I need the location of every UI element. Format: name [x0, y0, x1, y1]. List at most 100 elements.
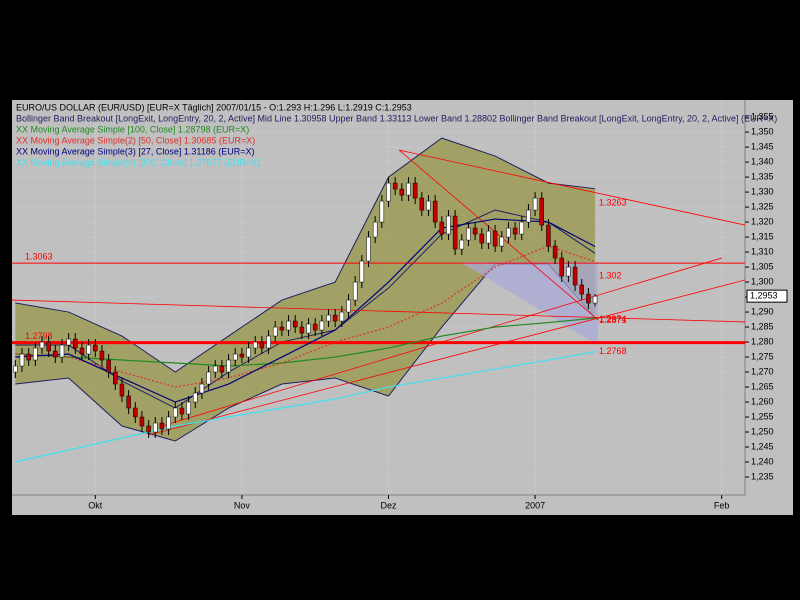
- last-price-box: [746, 289, 788, 303]
- candle-body: [113, 371, 118, 385]
- candle-body: [412, 182, 418, 199]
- candle-body: [372, 221, 378, 238]
- candle-body: [432, 200, 438, 223]
- candle-body: [366, 236, 371, 262]
- candle-body: [566, 266, 571, 277]
- candle-body: [126, 395, 131, 409]
- candle-body: [539, 197, 545, 226]
- candle-body: [99, 350, 105, 361]
- y-tick-label: 1,325: [751, 201, 774, 211]
- candle-body: [119, 383, 125, 397]
- y-tick-label: 1,335: [751, 171, 774, 181]
- candle-body: [66, 338, 71, 346]
- candle-body: [439, 221, 445, 235]
- ma-line: [15, 351, 596, 463]
- trendline: [11, 299, 746, 323]
- candle-body: [26, 353, 31, 361]
- ma-line: [15, 317, 596, 367]
- candle-body: [446, 215, 451, 235]
- candle-body: [552, 245, 558, 259]
- y-tick-label: 1,350: [751, 126, 774, 136]
- candle-body: [193, 392, 198, 403]
- candle-body: [206, 371, 211, 385]
- candle-body: [159, 422, 165, 430]
- candle-body: [339, 311, 345, 322]
- candle-body: [226, 359, 231, 373]
- title: EURO/US DOLLAR (EUR/USD) [EUR=X Täglich]…: [16, 102, 412, 112]
- candle-body: [173, 407, 178, 418]
- legend-entry: XX Moving Average Simple(3) [27, Close] …: [16, 146, 255, 156]
- candle-body: [266, 335, 271, 349]
- candle-body: [59, 344, 65, 358]
- candle-body: [179, 407, 185, 415]
- candle-body: [252, 341, 258, 349]
- y-tick-label: 1,260: [751, 396, 774, 406]
- candle-body: [199, 383, 205, 394]
- trendline: [398, 149, 599, 321]
- y-tick-label: 1,235: [751, 471, 774, 481]
- candle-body: [406, 182, 411, 196]
- candle-body: [53, 350, 58, 358]
- candle-body: [133, 407, 138, 418]
- level-label: 1.3063: [25, 252, 53, 262]
- candle-body: [93, 344, 98, 352]
- last-price-label: 1,2953: [750, 291, 778, 301]
- y-tick-label: 1,310: [751, 246, 774, 256]
- candle-body: [326, 314, 331, 322]
- candle-body: [452, 215, 458, 250]
- candle-body: [466, 227, 471, 241]
- y-tick-label: 1,270: [751, 366, 774, 376]
- candle-body: [153, 422, 158, 433]
- candle-body: [139, 416, 145, 427]
- candle-body: [479, 233, 485, 244]
- candle-body: [239, 353, 245, 358]
- y-tick-label: 1,265: [751, 381, 774, 391]
- y-tick-label: 1,320: [751, 216, 774, 226]
- candle-body: [39, 341, 45, 349]
- level-label: 1.2798: [25, 331, 53, 341]
- candle-body: [19, 353, 25, 367]
- candle-body: [219, 365, 225, 373]
- candle-body: [86, 344, 91, 355]
- band-line: [15, 137, 596, 373]
- candle-body: [586, 293, 591, 304]
- candle-body: [246, 347, 251, 358]
- price-label: 1.2871: [599, 315, 627, 325]
- y-tick-label: 1,300: [751, 276, 774, 286]
- candle-body: [359, 260, 365, 283]
- candle-body: [486, 230, 491, 244]
- candle-body: [572, 266, 578, 286]
- candle-body: [319, 320, 325, 331]
- candle-body: [13, 365, 18, 373]
- candle-body: [346, 299, 351, 313]
- candle-body: [279, 326, 285, 331]
- candle-body: [79, 347, 85, 355]
- x-axis-strip: [12, 495, 745, 515]
- candle-body: [146, 425, 151, 433]
- candle-body: [499, 236, 505, 247]
- candle-body: [559, 257, 564, 277]
- y-tick-label: 1,305: [751, 261, 774, 271]
- y-axis-strip: [745, 100, 793, 515]
- y-tick-label: 1,275: [751, 351, 774, 361]
- y-tick-label: 1,345: [751, 141, 774, 151]
- y-tick-label: 1,315: [751, 231, 774, 241]
- price-label: 1.302: [599, 270, 622, 280]
- candle-body: [592, 295, 598, 304]
- candle-body: [272, 326, 278, 337]
- legend-entry: XX Moving Average Simple(4) [200, Close]…: [16, 157, 260, 167]
- candle-body: [73, 338, 78, 349]
- candle-body: [512, 227, 518, 235]
- candle-body: [579, 284, 584, 295]
- candle-body: [419, 197, 425, 211]
- legend-entry: XX Moving Average Simple [100, Close] 1.…: [16, 124, 249, 134]
- x-tick-label: Dez: [380, 500, 397, 510]
- y-tick-label: 1,340: [751, 156, 774, 166]
- y-tick-label: 1,255: [751, 411, 774, 421]
- candle-body: [286, 320, 291, 331]
- trendline: [148, 279, 746, 436]
- price-label: 1.2874: [599, 314, 627, 324]
- candle-body: [292, 320, 298, 328]
- candle-body: [459, 239, 465, 250]
